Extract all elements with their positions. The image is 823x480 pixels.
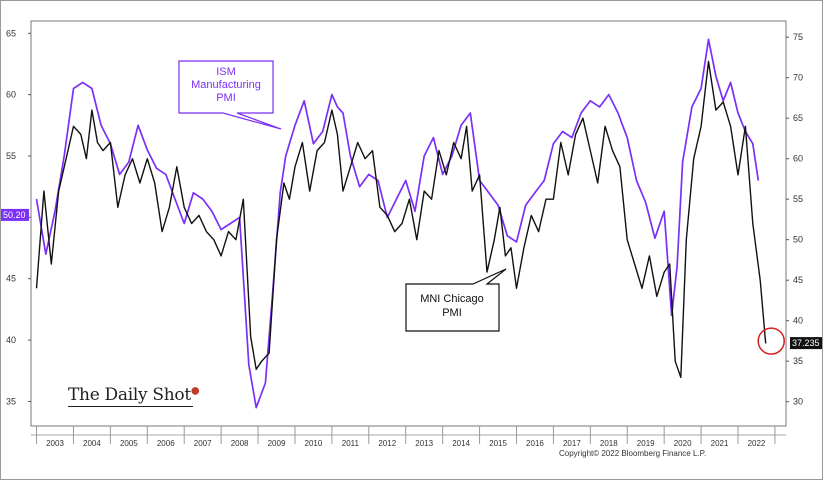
- right-value-box: [790, 337, 822, 350]
- mni-callout-text: PMI: [442, 307, 462, 319]
- left-tick-label: 45: [6, 274, 16, 284]
- series-layer: 50.20 37.235: [1, 38, 822, 409]
- right-value-text: 37.235: [792, 338, 820, 348]
- x-tick-label: 2005: [120, 439, 138, 448]
- x-tick-label: 2013: [415, 439, 433, 448]
- x-tick-label: 2012: [378, 439, 396, 448]
- brand-logo: The Daily Shot●: [68, 385, 200, 405]
- right-last-value: 37.235: [790, 337, 822, 350]
- left-last-value: 50.20: [1, 208, 29, 221]
- x-tick-label: 2004: [83, 439, 101, 448]
- x-tick-label: 2008: [231, 439, 249, 448]
- right-tick-label: 50: [793, 235, 803, 245]
- ism-callout-text: ISM: [216, 66, 236, 78]
- right-tick-label: 60: [793, 154, 803, 164]
- left-tick-label: 60: [6, 90, 16, 100]
- right-tick-label: 65: [793, 113, 803, 123]
- mni-chicago-line: [35, 60, 767, 379]
- highlight-circle: [757, 327, 785, 355]
- left-value-text: 50.20: [3, 210, 26, 220]
- x-axis: 2003 2004 2005 2006 2007 2008 2009 2010 2011 2012…: [31, 426, 786, 448]
- x-tick-label: 2006: [157, 439, 175, 448]
- copyright-text: Copyright© 2022 Bloomberg Finance L.P.: [559, 449, 707, 458]
- ism-callout-text: PMI: [216, 92, 236, 104]
- right-tick-label: 40: [793, 316, 803, 326]
- left-tick-label: 65: [6, 28, 16, 38]
- right-tick-label: 55: [793, 194, 803, 204]
- ism-callout-text: Manufacturing: [191, 79, 261, 91]
- x-tick-label: 2003: [46, 439, 64, 448]
- right-tick-label: 45: [793, 275, 803, 285]
- x-tick-label: 2009: [268, 439, 286, 448]
- ism-manufacturing-line: [35, 38, 760, 409]
- x-tick-label: 2014: [452, 439, 470, 448]
- x-tick-label: 2022: [748, 439, 766, 448]
- x-tick-label: 2015: [489, 439, 507, 448]
- x-tick-label: 2019: [637, 439, 655, 448]
- x-tick-label: 2017: [563, 439, 581, 448]
- mni-callout-box: [405, 268, 507, 332]
- mni-callout: MNI Chicago PMI: [405, 268, 507, 332]
- right-tick-label: 75: [793, 32, 803, 42]
- left-tick-label: 55: [6, 151, 16, 161]
- x-tick-label: 2010: [305, 439, 323, 448]
- x-tick-label: 2018: [600, 439, 618, 448]
- right-axis: 30 35 40 45 50 55 60 65 70 75: [786, 32, 803, 407]
- x-tick-label: 2016: [526, 439, 544, 448]
- brand-rule: [68, 406, 193, 407]
- right-tick-label: 35: [793, 356, 803, 366]
- left-tick-label: 40: [6, 335, 16, 345]
- x-tick-label: 2011: [342, 439, 360, 448]
- plot-area: [30, 20, 787, 427]
- x-tick-label: 2007: [194, 439, 212, 448]
- right-tick-label: 70: [793, 73, 803, 83]
- left-tick-label: 35: [6, 396, 16, 406]
- left-value-box: [1, 208, 29, 221]
- x-tick-label: 2021: [711, 439, 729, 448]
- x-tick-label: 2020: [674, 439, 692, 448]
- grid: [30, 20, 787, 427]
- ism-callout-box: [178, 60, 282, 130]
- mni-callout-text: MNI Chicago: [420, 293, 484, 305]
- right-tick-label: 30: [793, 397, 803, 407]
